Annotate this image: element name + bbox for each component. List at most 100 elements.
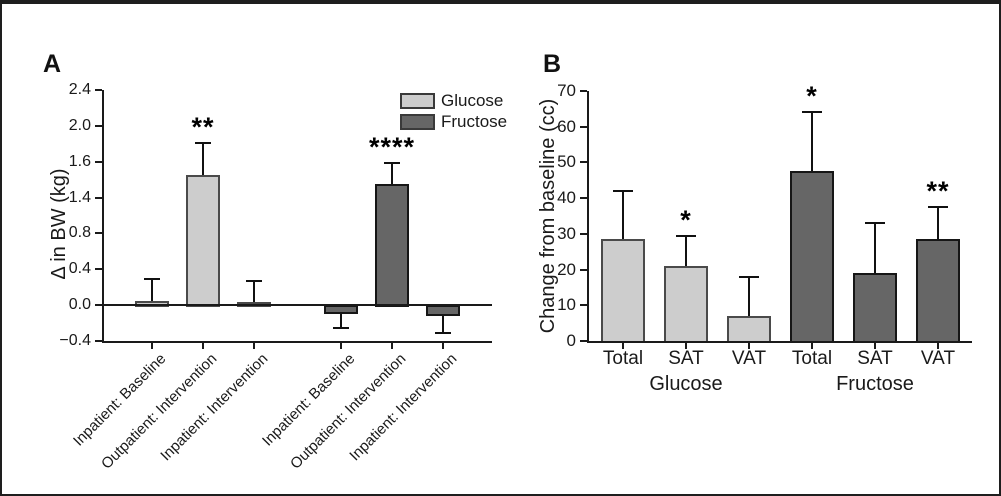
y-tick-mark bbox=[580, 340, 587, 342]
x-tick-mark bbox=[391, 343, 393, 349]
y-tick-mark bbox=[580, 90, 587, 92]
legend-label-glucose: Glucose bbox=[441, 91, 504, 110]
y-tick-mark bbox=[580, 197, 587, 200]
legend-item-glucose: Glucose bbox=[400, 92, 507, 109]
y-tick-mark bbox=[580, 161, 587, 164]
bar bbox=[324, 305, 358, 315]
error-bar-cap bbox=[676, 234, 696, 237]
y-tick-label: 0.0 bbox=[68, 296, 91, 314]
x-category-label: Total bbox=[791, 348, 833, 369]
x-category-label: SAT bbox=[857, 348, 893, 369]
y-tick-mark bbox=[580, 304, 587, 307]
y-tick-label: 0.4 bbox=[68, 260, 91, 278]
error-bar-cap bbox=[333, 326, 349, 329]
glucose-swatch-icon bbox=[400, 92, 435, 109]
error-bar-stem bbox=[937, 207, 939, 240]
y-tick-mark bbox=[95, 196, 102, 199]
x-axis-spine bbox=[102, 341, 492, 343]
error-bar-stem bbox=[874, 223, 876, 274]
significance-marker: * bbox=[806, 81, 818, 112]
y-tick-mark bbox=[580, 268, 587, 271]
x-tick-mark bbox=[340, 343, 342, 349]
legend-label-fructose: Fructose bbox=[441, 112, 508, 131]
bar bbox=[790, 171, 834, 343]
y-tick-label: 1.4 bbox=[68, 188, 91, 206]
significance-marker: **** bbox=[368, 131, 416, 162]
significance-marker: ** bbox=[191, 111, 215, 142]
error-bar-stem bbox=[442, 315, 444, 333]
error-bar-stem bbox=[622, 191, 624, 240]
y-tick-mark bbox=[95, 124, 102, 127]
y-tick-label: 2.4 bbox=[68, 81, 91, 98]
x-tick-mark bbox=[874, 343, 876, 349]
error-bar-stem bbox=[340, 314, 342, 328]
error-bar-cap bbox=[928, 206, 948, 209]
x-category-label: Inpatient: Baseline bbox=[70, 350, 170, 450]
error-bar-stem bbox=[202, 142, 204, 176]
x-tick-mark bbox=[622, 343, 624, 349]
chart-a-legend: Glucose Fructose bbox=[400, 92, 507, 134]
x-category-label: VAT bbox=[920, 348, 956, 369]
x-tick-mark bbox=[748, 343, 750, 349]
y-tick-label: 40 bbox=[557, 188, 576, 208]
error-bar-cap bbox=[246, 279, 262, 282]
y-tick-label: −0.4 bbox=[59, 332, 91, 349]
bar bbox=[426, 305, 460, 316]
y-tick-mark bbox=[95, 304, 102, 307]
bar bbox=[186, 175, 220, 308]
error-bar-cap bbox=[739, 275, 759, 278]
x-tick-mark bbox=[151, 343, 153, 349]
error-bar-stem bbox=[748, 276, 750, 316]
bar bbox=[727, 316, 771, 343]
error-bar-cap bbox=[865, 222, 885, 225]
error-bar-stem bbox=[391, 162, 393, 185]
significance-marker: ** bbox=[926, 176, 950, 207]
significance-marker: * bbox=[680, 204, 692, 235]
fructose-swatch-icon bbox=[400, 113, 435, 130]
bar bbox=[601, 239, 645, 343]
error-bar-cap bbox=[435, 331, 451, 334]
error-bar-stem bbox=[685, 235, 687, 266]
error-bar-stem bbox=[811, 112, 813, 172]
x-category-label: VAT bbox=[731, 348, 767, 369]
y-tick-label: 1.6 bbox=[68, 152, 91, 170]
y-tick-mark bbox=[580, 125, 587, 128]
zero-line bbox=[104, 304, 492, 307]
y-tick-label: 70 bbox=[557, 81, 576, 100]
x-tick-mark bbox=[811, 343, 813, 349]
x-tick-mark bbox=[253, 343, 255, 349]
x-group-label: Fructose bbox=[836, 373, 914, 395]
x-category-label: SAT bbox=[668, 348, 704, 369]
error-bar-stem bbox=[253, 280, 255, 303]
y-tick-label: 60 bbox=[557, 116, 576, 136]
x-tick-mark bbox=[685, 343, 687, 349]
x-group-label: Glucose bbox=[649, 373, 723, 395]
x-axis-spine bbox=[587, 341, 972, 343]
y-tick-label: 0 bbox=[566, 331, 576, 350]
error-bar-cap bbox=[144, 278, 160, 281]
y-tick-label: 50 bbox=[557, 152, 576, 172]
y-axis-spine bbox=[587, 91, 589, 343]
y-axis-spine bbox=[102, 90, 104, 343]
x-tick-mark bbox=[202, 343, 204, 349]
bar bbox=[375, 184, 409, 308]
error-bar-stem bbox=[151, 279, 153, 301]
y-tick-mark bbox=[95, 340, 102, 342]
x-category-label: Inpatient: Baseline bbox=[259, 350, 359, 450]
y-tick-mark bbox=[580, 232, 587, 235]
bar bbox=[664, 266, 708, 343]
y-tick-label: 20 bbox=[557, 259, 576, 279]
y-tick-label: 0.8 bbox=[68, 224, 91, 242]
y-tick-label: 10 bbox=[557, 295, 576, 315]
panel-b-label: B bbox=[543, 50, 562, 78]
error-bar-cap bbox=[384, 161, 400, 164]
bar bbox=[916, 239, 960, 343]
error-bar-cap bbox=[802, 111, 822, 114]
bar bbox=[853, 273, 897, 343]
y-tick-mark bbox=[95, 232, 102, 235]
x-tick-mark bbox=[937, 343, 939, 349]
error-bar-cap bbox=[195, 141, 211, 144]
y-tick-mark bbox=[95, 160, 102, 163]
y-tick-mark bbox=[95, 268, 102, 271]
